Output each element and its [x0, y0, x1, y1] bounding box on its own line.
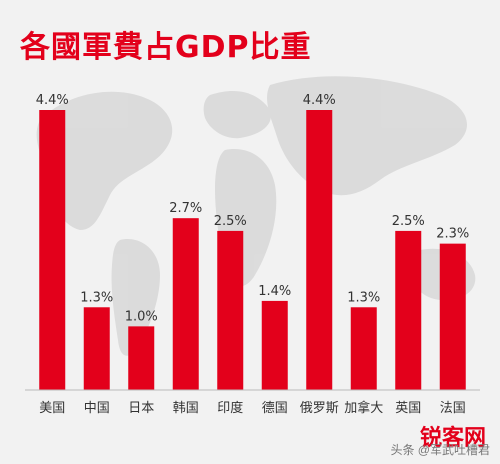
value-label-3: 2.7%: [169, 201, 202, 216]
category-label-0: 美国: [39, 401, 65, 416]
watermark: 头条 @军武吐槽君: [390, 443, 490, 457]
category-label-9: 法国: [440, 401, 466, 416]
category-label-1: 中国: [84, 401, 110, 416]
bar-9: [439, 243, 466, 390]
bars-group: [39, 110, 466, 390]
bar-3: [172, 218, 199, 390]
bar-0: [39, 110, 66, 390]
value-label-6: 4.4%: [303, 93, 336, 108]
bar-5: [261, 300, 288, 390]
bar-6: [306, 110, 333, 390]
value-label-0: 4.4%: [36, 93, 69, 108]
value-label-4: 2.5%: [214, 214, 247, 229]
category-label-2: 日本: [128, 401, 154, 416]
bar-1: [83, 307, 110, 390]
logo: 锐客网: [420, 426, 487, 451]
value-label-8: 2.5%: [392, 214, 425, 229]
value-label-1: 1.3%: [80, 290, 113, 305]
value-label-2: 1.0%: [125, 309, 158, 324]
category-label-8: 英国: [395, 401, 421, 416]
category-label-7: 加拿大: [344, 400, 383, 416]
category-labels-group: 美国 中国 日本 韩国 印度 德国 俄罗斯 加拿大 英国 法国: [39, 400, 466, 416]
value-label-7: 1.3%: [347, 290, 380, 305]
bar-2: [128, 326, 155, 390]
category-label-3: 韩国: [173, 401, 199, 416]
category-label-5: 德国: [262, 401, 288, 416]
value-label-5: 1.4%: [258, 284, 291, 299]
value-labels-group: 4.4% 1.3% 1.0% 2.7% 2.5% 1.4% 4.4% 1.3% 2.5% 2.3%: [36, 93, 470, 324]
category-label-6: 俄罗斯: [300, 401, 339, 416]
category-label-4: 印度: [217, 400, 243, 416]
bar-7: [350, 307, 377, 390]
value-label-9: 2.3%: [436, 227, 469, 242]
world-map-background: [36, 76, 476, 356]
chart-title: 各國軍費占GDP比重: [20, 30, 312, 65]
bar-8: [395, 230, 422, 390]
bar-4: [217, 230, 244, 390]
